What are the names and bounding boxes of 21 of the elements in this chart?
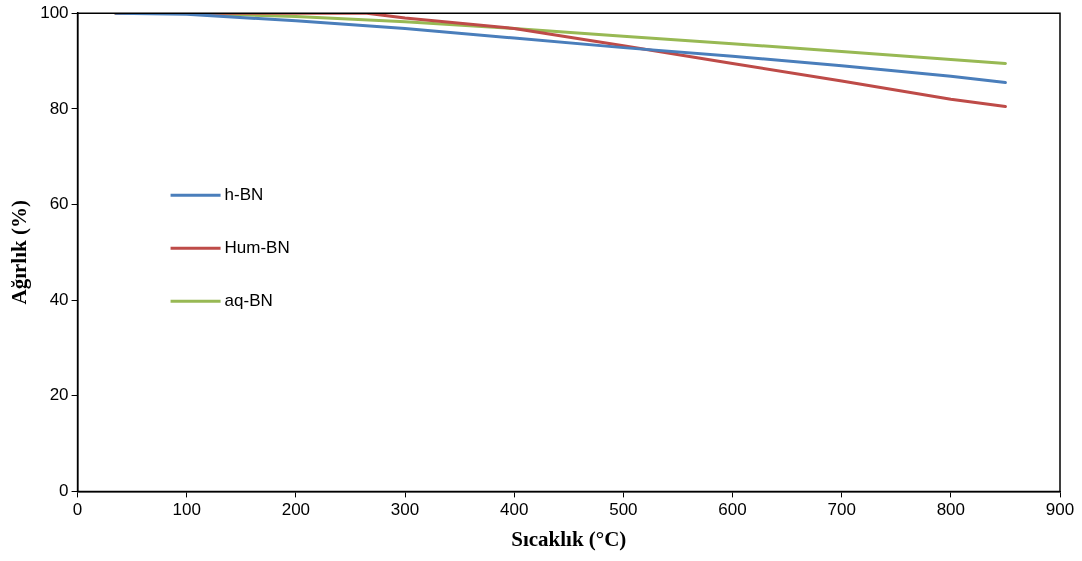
legend-label: h-BN [224,184,264,204]
y-tick-label: 0 [59,481,69,501]
y-tick-label: 100 [40,2,69,22]
y-tick-label: 80 [49,98,69,118]
x-tick-label: 300 [390,500,420,520]
x-tick-label: 400 [500,500,529,520]
x-tick-label: 600 [718,500,747,520]
x-axis-title: Sıcaklık (°C) [511,526,627,551]
x-tick-label: 800 [936,500,966,520]
legend-label: Hum-BN [224,237,290,257]
y-tick-label: 40 [49,289,69,309]
y-tick-label: 60 [49,194,69,214]
legend-label: aq-BN [224,290,273,310]
x-tick-label: 0 [72,500,83,520]
x-tick-label: 200 [281,500,311,520]
x-tick-label: 500 [609,500,638,520]
x-tick-label: 100 [172,500,201,520]
y-tick-label: 20 [49,385,69,405]
x-tick-label: 900 [1045,500,1075,520]
x-tick-label: 700 [827,500,856,520]
y-axis-title: Ağırlık (%) [7,200,32,305]
